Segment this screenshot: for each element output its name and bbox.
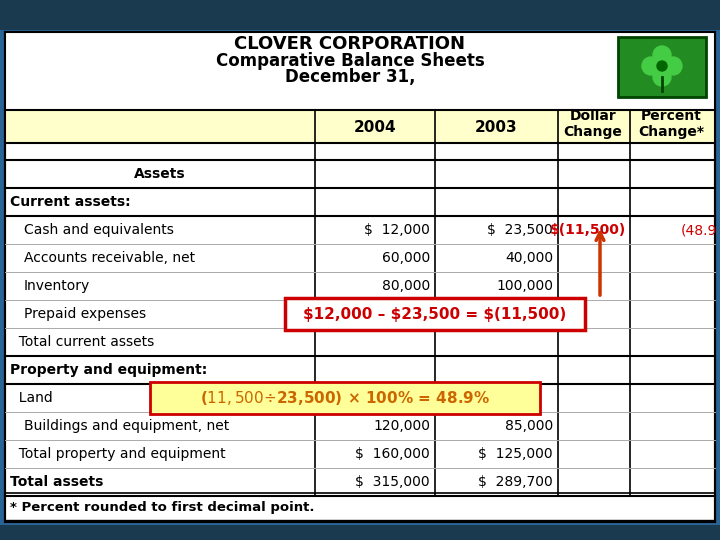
Text: $  289,700: $ 289,700: [478, 475, 553, 489]
Text: (48.9: (48.9: [680, 223, 717, 237]
Bar: [0, 525, 720, 540]
Bar: [5, 32, 715, 110]
Text: Total current assets: Total current assets: [10, 335, 154, 349]
Text: Total assets: Total assets: [10, 475, 104, 489]
Bar: [5, 110, 715, 143]
Bar: [285, 298, 585, 330]
Text: 85,000: 85,000: [505, 419, 553, 433]
Text: Dollar
Change: Dollar Change: [564, 109, 622, 139]
Text: ($11,500 ÷ $23,500) × 100% = 48.9%: ($11,500 ÷ $23,500) × 100% = 48.9%: [200, 389, 490, 407]
Circle shape: [642, 57, 660, 75]
Text: 2004: 2004: [354, 119, 396, 134]
Text: Total property and equipment: Total property and equipment: [10, 447, 225, 461]
Text: 60,000: 60,000: [382, 251, 430, 265]
Circle shape: [653, 46, 671, 64]
Circle shape: [657, 61, 667, 71]
Text: CLOVER CORPORATION: CLOVER CORPORATION: [235, 35, 466, 53]
Text: $12,000 – $23,500 = $(11,500): $12,000 – $23,500 = $(11,500): [303, 307, 567, 321]
Text: $  160,000: $ 160,000: [355, 447, 430, 461]
Circle shape: [664, 57, 682, 75]
Text: Assets: Assets: [134, 167, 186, 181]
Text: Percent
Change*: Percent Change*: [639, 109, 704, 139]
Text: Buildings and equipment, net: Buildings and equipment, net: [24, 419, 229, 433]
Text: Inventory: Inventory: [24, 279, 90, 293]
Text: Prepaid expenses: Prepaid expenses: [24, 307, 146, 321]
Text: 80,000: 80,000: [382, 279, 430, 293]
Circle shape: [653, 68, 671, 86]
Text: 40,000: 40,000: [505, 251, 553, 265]
Text: 100,000: 100,000: [496, 279, 553, 293]
Bar: [0, 0, 720, 30]
Text: 2003: 2003: [475, 119, 518, 134]
Text: $  125,000: $ 125,000: [478, 447, 553, 461]
Text: December 31,: December 31,: [284, 68, 415, 86]
Text: Cash and equivalents: Cash and equivalents: [24, 223, 174, 237]
Text: Accounts receivable, net: Accounts receivable, net: [24, 251, 195, 265]
Text: $  12,000: $ 12,000: [364, 223, 430, 237]
Text: Land: Land: [10, 391, 53, 405]
Text: * Percent rounded to first decimal point.: * Percent rounded to first decimal point…: [10, 501, 315, 514]
Text: 120,000: 120,000: [373, 419, 430, 433]
Bar: [618, 37, 706, 97]
Text: Property and equipment:: Property and equipment:: [10, 363, 207, 377]
Text: Comparative Balance Sheets: Comparative Balance Sheets: [215, 52, 485, 70]
Bar: [150, 382, 540, 414]
Text: Current assets:: Current assets:: [10, 195, 130, 209]
Text: $  315,000: $ 315,000: [356, 475, 430, 489]
Text: $  23,500: $ 23,500: [487, 223, 553, 237]
Text: $(11,500): $(11,500): [550, 223, 626, 237]
